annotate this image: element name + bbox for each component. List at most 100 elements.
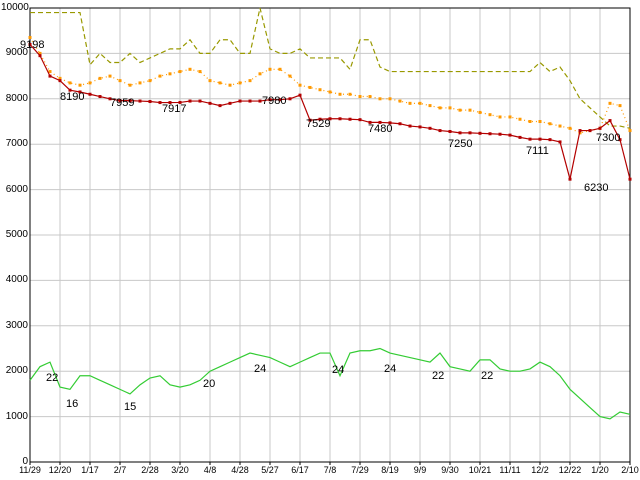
marker-lowest-price <box>508 133 512 137</box>
annotation-label: 7250 <box>448 138 473 150</box>
annotation-label: 20 <box>203 378 216 390</box>
marker-lowest-price <box>628 177 632 181</box>
marker-average-price <box>258 72 262 76</box>
annotation-label: 7917 <box>162 103 187 115</box>
marker-average-price <box>208 79 212 83</box>
marker-lowest-price <box>338 117 342 121</box>
x-axis-label: 4/8 <box>203 465 217 475</box>
annotation-label: 22 <box>481 370 494 382</box>
marker-lowest-price <box>208 101 212 105</box>
marker-lowest-price <box>578 129 582 133</box>
x-axis-label: 2/10 <box>621 465 639 475</box>
annotation-label: 24 <box>254 363 267 375</box>
marker-lowest-price <box>308 118 312 122</box>
annotation-label: 7959 <box>110 97 135 109</box>
annotation-label: 6230 <box>584 182 609 194</box>
annotation-label: 7111 <box>526 145 549 157</box>
x-axis-label: 9/9 <box>413 465 427 475</box>
marker-average-price <box>468 108 472 112</box>
marker-lowest-price <box>328 117 332 121</box>
marker-lowest-price <box>398 122 402 126</box>
marker-lowest-price <box>548 138 552 142</box>
marker-average-price <box>568 126 572 130</box>
x-axis-label: 7/29 <box>351 465 369 475</box>
marker-lowest-price <box>148 100 152 104</box>
y-axis-label: 4000 <box>5 274 28 286</box>
marker-average-price <box>608 101 612 105</box>
marker-average-price <box>158 74 162 78</box>
marker-average-price <box>238 81 242 85</box>
marker-lowest-price <box>598 126 602 130</box>
marker-lowest-price <box>468 131 472 135</box>
marker-lowest-price <box>558 140 562 144</box>
marker-lowest-price <box>238 99 242 103</box>
marker-lowest-price <box>478 131 482 135</box>
marker-lowest-price <box>368 120 372 124</box>
marker-average-price <box>528 120 532 123</box>
marker-average-price <box>278 67 282 71</box>
marker-average-price <box>388 97 392 101</box>
marker-average-price <box>298 83 302 87</box>
marker-lowest-price <box>178 100 182 104</box>
x-axis-label: 7/8 <box>323 465 337 475</box>
series-item-count-x100 <box>29 347 631 420</box>
x-axis-label: 11/11 <box>499 465 521 475</box>
annotation-label: 15 <box>124 401 137 413</box>
x-axis-label: 1/17 <box>81 465 99 475</box>
marker-average-price <box>108 74 112 78</box>
marker-average-price <box>328 90 332 94</box>
marker-average-price <box>48 70 52 74</box>
marker-lowest-price <box>78 90 82 94</box>
marker-average-price <box>198 70 202 74</box>
marker-lowest-price <box>488 132 492 136</box>
marker-lowest-price <box>138 99 142 103</box>
marker-average-price <box>178 70 182 74</box>
marker-average-price <box>548 122 552 126</box>
marker-average-price <box>418 101 422 105</box>
marker-lowest-price <box>118 99 122 103</box>
y-axis-label: 7000 <box>5 138 28 150</box>
marker-lowest-price <box>448 129 452 133</box>
marker-average-price <box>508 115 512 119</box>
marker-lowest-price <box>418 125 422 129</box>
marker-average-price <box>58 76 62 80</box>
marker-lowest-price <box>378 120 382 124</box>
marker-average-price <box>428 104 432 108</box>
x-axis-label: 11/29 <box>19 465 41 475</box>
marker-average-price <box>358 95 362 99</box>
marker-average-price <box>368 95 372 99</box>
x-axis-label: 2/28 <box>141 465 159 475</box>
marker-lowest-price <box>408 124 412 128</box>
marker-average-price <box>498 115 502 119</box>
marker-average-price <box>558 124 562 128</box>
series-highest-price <box>30 7 631 129</box>
marker-lowest-price <box>288 97 292 101</box>
marker-average-price <box>28 36 32 40</box>
x-axis-label: 10/21 <box>468 465 492 475</box>
marker-lowest-price <box>188 99 192 103</box>
y-axis-label: 5000 <box>5 229 28 240</box>
marker-average-price <box>268 67 272 71</box>
marker-lowest-price <box>48 74 52 78</box>
x-axis-label: 2/7 <box>113 465 127 475</box>
y-axis-label: 9000 <box>5 47 28 59</box>
marker-lowest-price <box>218 104 222 108</box>
y-axis-label: 1000 <box>5 410 28 422</box>
marker-average-price <box>288 74 292 78</box>
marker-lowest-price <box>518 135 522 139</box>
marker-lowest-price <box>588 129 592 133</box>
marker-lowest-price <box>158 101 162 105</box>
marker-average-price <box>68 81 72 85</box>
marker-lowest-price <box>608 119 612 123</box>
x-axis-label: 9/30 <box>441 465 459 475</box>
marker-average-price <box>378 97 382 101</box>
marker-lowest-price <box>128 99 132 103</box>
annotation-label: 22 <box>432 370 445 382</box>
x-axis-label: 6/17 <box>291 465 309 475</box>
marker-average-price <box>538 120 542 123</box>
annotation-label: 7529 <box>306 118 331 130</box>
marker-lowest-price <box>98 95 102 99</box>
marker-average-price <box>348 92 352 96</box>
